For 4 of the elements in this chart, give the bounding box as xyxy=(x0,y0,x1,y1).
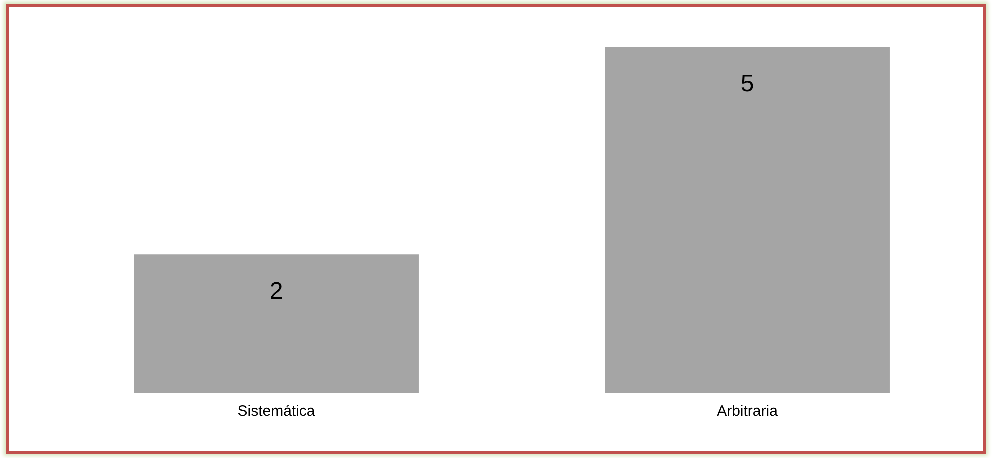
x-tick-label: Sistemática xyxy=(238,403,316,420)
data-label: 5 xyxy=(740,70,754,98)
data-label: 2 xyxy=(270,278,284,306)
x-tick-label: Arbitraria xyxy=(717,403,779,420)
